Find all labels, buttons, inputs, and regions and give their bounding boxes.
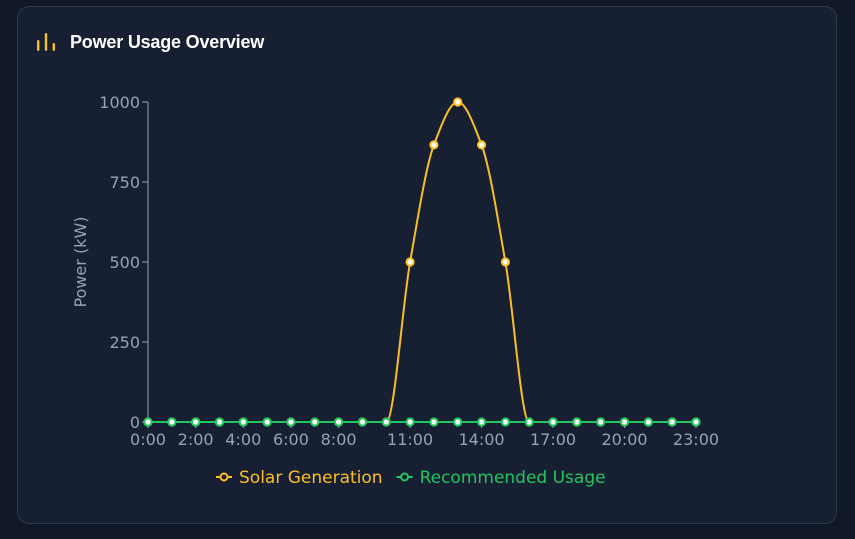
solar-generation-point [453, 97, 463, 107]
x-tick-label: 17:00 [530, 430, 576, 449]
series-solar-generation [143, 97, 701, 427]
y-tick-label: 1000 [99, 93, 140, 112]
recommended-usage-point [310, 417, 320, 427]
recommended-usage-point [357, 417, 368, 427]
recommended-usage-point [619, 417, 630, 427]
legend-item-solar-generation[interactable]: Solar Generation [216, 468, 383, 488]
x-tick-label: 14:00 [459, 430, 505, 449]
legend-swatch-point [219, 472, 229, 482]
solar-generation-point [405, 257, 415, 267]
y-tick-label: 0 [130, 413, 140, 432]
page-title: Power Usage Overview [70, 31, 265, 52]
x-tick-label: 6:00 [273, 430, 309, 449]
recommended-usage-point [453, 417, 463, 427]
recommended-usage-point [691, 417, 701, 427]
chart-axes: 0 250 500 750 1000 0:00 2:00 4:00 6:00 8:00 11:00 1… [71, 93, 719, 449]
recommended-usage-point [548, 417, 558, 427]
y-tick-label: 750 [109, 173, 140, 192]
recommended-usage-point [214, 417, 225, 427]
x-tick-label: 11:00 [387, 430, 433, 449]
x-tick-label: 8:00 [321, 430, 357, 449]
recommended-usage-point [167, 417, 177, 427]
chart-series [143, 97, 701, 427]
bar-chart-icon [34, 30, 58, 54]
x-tick-label: 2:00 [178, 430, 214, 449]
recommended-usage-point [262, 417, 272, 427]
recommended-usage-point [476, 417, 487, 427]
recommended-usage-point [500, 417, 510, 427]
recommended-usage-point [667, 417, 677, 427]
chart-legend[interactable]: Solar Generation Recommended Usage [216, 468, 606, 488]
series-recommended-usage [143, 417, 701, 427]
recommended-usage-point [238, 417, 248, 427]
y-tick-label: 500 [109, 253, 140, 272]
x-tick-label: 20:00 [601, 430, 647, 449]
recommended-usage-point [643, 417, 653, 427]
recommended-usage-point [524, 417, 534, 427]
legend-swatch-point [400, 472, 410, 482]
recommended-usage-point [405, 417, 415, 427]
x-tick-label: 0:00 [130, 430, 166, 449]
solar-generation-point [476, 140, 487, 150]
x-tick-label: 23:00 [673, 430, 719, 449]
recommended-usage-point [286, 417, 296, 427]
solar-generation-line [147, 100, 696, 424]
y-tick-label: 250 [109, 333, 140, 352]
solar-generation-point [500, 257, 510, 267]
recommended-usage-point [191, 417, 201, 427]
card-header: Power Usage Overview [34, 30, 264, 54]
recommended-usage-point [572, 417, 582, 427]
recommended-usage-point [143, 417, 153, 427]
legend-item-recommended-usage[interactable]: Recommended Usage [396, 468, 606, 488]
recommended-usage-point [381, 417, 391, 427]
recommended-usage-point [596, 417, 606, 427]
x-tick-label: 4:00 [225, 430, 261, 449]
chart-card [17, 6, 837, 524]
legend-label: Solar Generation [239, 468, 383, 488]
recommended-usage-point [334, 417, 344, 427]
legend-label: Recommended Usage [420, 468, 606, 488]
solar-generation-point [429, 140, 439, 150]
y-axis-label: Power (kW) [71, 216, 90, 307]
recommended-usage-point [429, 417, 439, 427]
